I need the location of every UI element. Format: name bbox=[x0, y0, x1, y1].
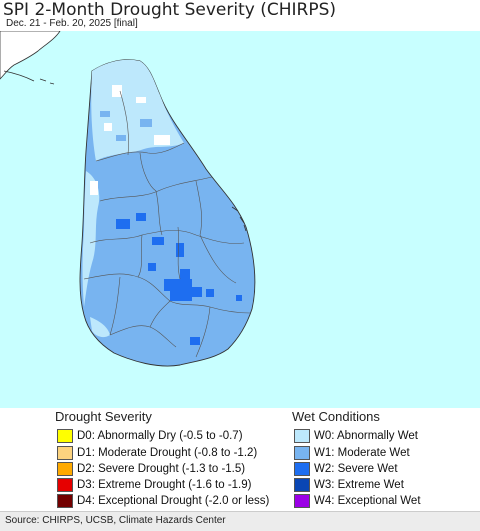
w2-patch bbox=[236, 295, 242, 301]
dry-patch bbox=[104, 123, 112, 131]
legend-label-w4: W4: Exceptional Wet bbox=[314, 494, 421, 507]
dry-patch bbox=[154, 135, 170, 145]
legend-label-w0: W0: Abnormally Wet bbox=[314, 429, 418, 442]
swatch-d4 bbox=[57, 493, 73, 508]
india-landmass bbox=[0, 31, 61, 80]
legend-label-w3: W3: Extreme Wet bbox=[314, 478, 404, 491]
w2-patch bbox=[170, 291, 192, 301]
swatch-d3 bbox=[57, 477, 73, 492]
legend-item-w0: W0: Abnormally Wet bbox=[294, 428, 418, 443]
legend-label-w1: W1: Moderate Wet bbox=[314, 446, 410, 459]
swatch-d1 bbox=[57, 445, 73, 460]
legend-label-d2: D2: Severe Drought (-1.3 to -1.5) bbox=[77, 462, 246, 475]
swatch-w4 bbox=[294, 493, 310, 508]
dry-patch bbox=[90, 181, 98, 195]
legend-label-d0: D0: Abnormally Dry (-0.5 to -0.7) bbox=[77, 429, 243, 442]
w2-patch bbox=[206, 289, 214, 297]
w2-patch bbox=[116, 219, 130, 229]
legend-drought-heading: Drought Severity bbox=[55, 409, 152, 424]
legend: Drought Severity Wet Conditions D0: Abno… bbox=[0, 408, 480, 511]
w2-patch bbox=[180, 269, 190, 279]
w1-patch bbox=[116, 135, 126, 141]
dry-patch bbox=[112, 85, 122, 97]
swatch-w1 bbox=[294, 445, 310, 460]
w2-patch bbox=[190, 337, 200, 345]
drought-map bbox=[0, 31, 480, 408]
w2-patch bbox=[176, 243, 184, 257]
map-subtitle: Dec. 21 - Feb. 20, 2025 [final] bbox=[6, 18, 138, 29]
w2-patch bbox=[136, 213, 146, 221]
india-islands bbox=[3, 70, 55, 85]
legend-label-w2: W2: Severe Wet bbox=[314, 462, 398, 475]
legend-label-d1: D1: Moderate Drought (-0.8 to -1.2) bbox=[77, 446, 258, 459]
legend-label-d3: D3: Extreme Drought (-1.6 to -1.9) bbox=[77, 478, 252, 491]
source-credit: Source: CHIRPS, UCSB, Climate Hazards Ce… bbox=[5, 515, 226, 526]
legend-item-w3: W3: Extreme Wet bbox=[294, 477, 404, 492]
w1-patch bbox=[100, 111, 110, 117]
footer: Source: CHIRPS, UCSB, Climate Hazards Ce… bbox=[0, 511, 480, 531]
w2-patch bbox=[164, 279, 192, 291]
w0-west-coast bbox=[82, 171, 100, 307]
w2-patch bbox=[192, 287, 202, 297]
swatch-w3 bbox=[294, 477, 310, 492]
legend-item-d1: D1: Moderate Drought (-0.8 to -1.2) bbox=[57, 445, 257, 460]
swatch-d0 bbox=[57, 428, 73, 443]
w0-sw-coast bbox=[90, 317, 110, 338]
legend-wet-heading: Wet Conditions bbox=[292, 409, 380, 424]
legend-item-w2: W2: Severe Wet bbox=[294, 461, 398, 476]
district-boundaries bbox=[83, 90, 251, 358]
w2-patch bbox=[148, 263, 156, 271]
legend-item-w4: W4: Exceptional Wet bbox=[294, 493, 421, 508]
legend-item-d0: D0: Abnormally Dry (-0.5 to -0.7) bbox=[57, 428, 243, 443]
swatch-w2 bbox=[294, 461, 310, 476]
w1-patch bbox=[140, 119, 152, 127]
legend-item-d2: D2: Severe Drought (-1.3 to -1.5) bbox=[57, 461, 245, 476]
w2-patch bbox=[152, 237, 164, 245]
legend-item-w1: W1: Moderate Wet bbox=[294, 445, 410, 460]
legend-item-d3: D3: Extreme Drought (-1.6 to -1.9) bbox=[57, 477, 251, 492]
map-title: SPI 2-Month Drought Severity (CHIRPS) bbox=[3, 0, 337, 20]
swatch-w0 bbox=[294, 428, 310, 443]
swatch-d2 bbox=[57, 461, 73, 476]
dry-patch bbox=[136, 97, 146, 103]
coastal-islands bbox=[231, 206, 247, 232]
legend-item-d4: D4: Exceptional Drought (-2.0 or less) bbox=[57, 493, 269, 508]
legend-label-d4: D4: Exceptional Drought (-2.0 or less) bbox=[77, 494, 270, 507]
